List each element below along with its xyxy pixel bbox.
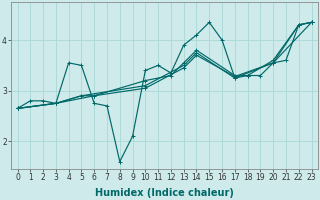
X-axis label: Humidex (Indice chaleur): Humidex (Indice chaleur)	[95, 188, 234, 198]
